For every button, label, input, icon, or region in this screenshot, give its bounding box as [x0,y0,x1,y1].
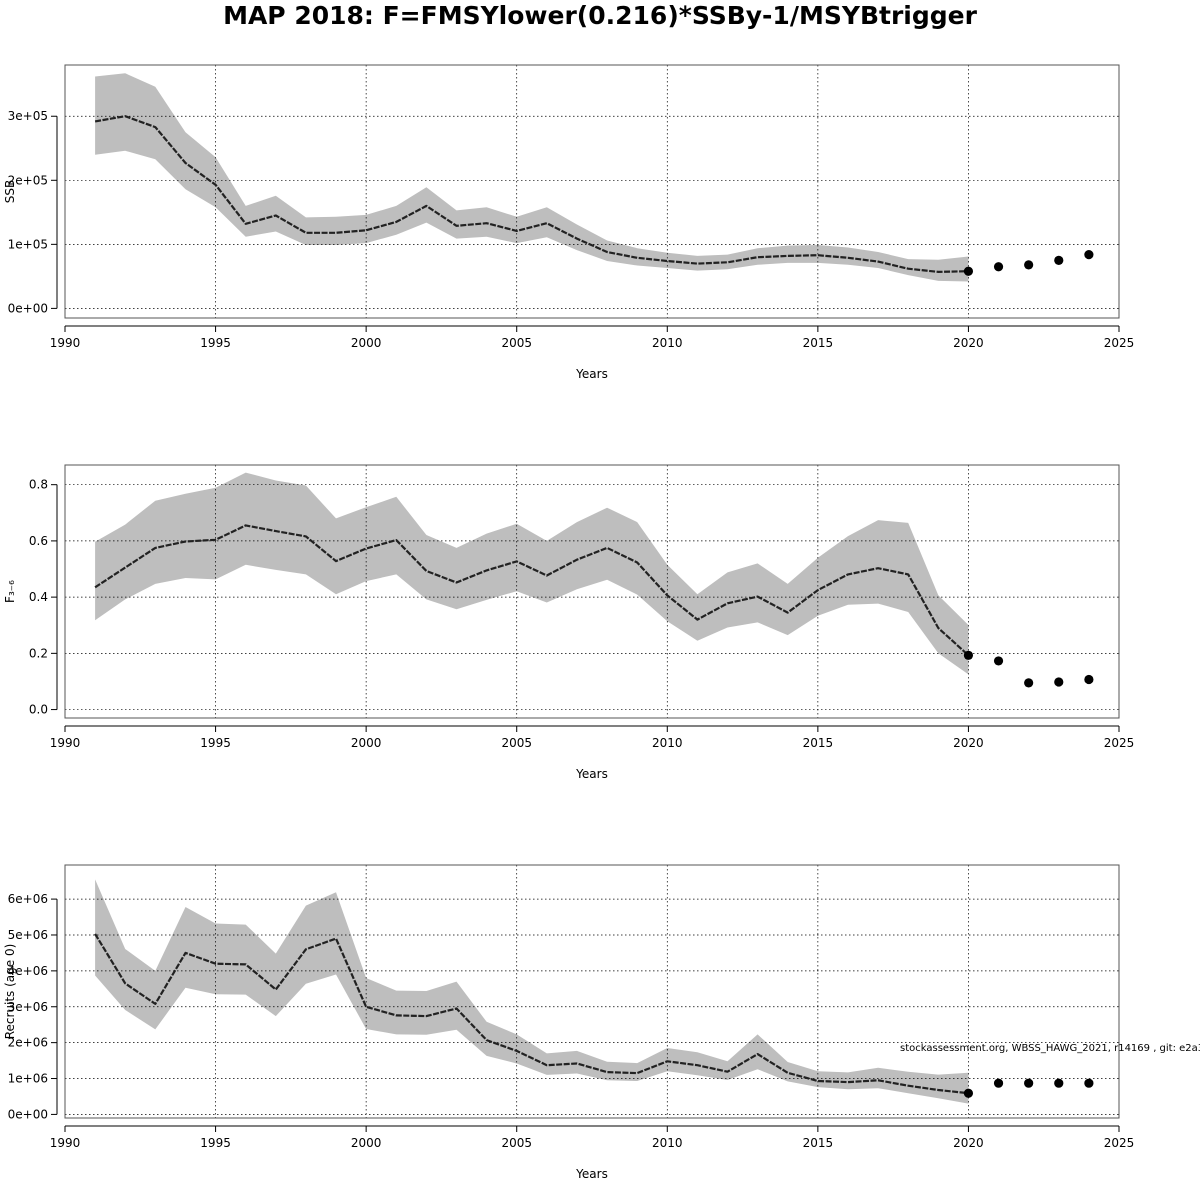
plot-frame [64,864,1120,1119]
forecast-point [1084,249,1094,260]
x-tick-label: 2025 [1104,736,1135,750]
x-tick-label: 2000 [351,1136,382,1150]
credit-note: stockassessment.org, WBSS_HAWG_2021, r14… [900,1043,1200,1054]
x-axis-label: Years [575,767,608,781]
y-tick-label: 0.4 [29,590,48,604]
x-axis-label: Years [575,367,608,381]
forecast-point [1084,1078,1094,1088]
plot-frame [64,464,1120,719]
x-tick-label: 1990 [50,1136,81,1150]
x-tick-label: 1990 [50,336,81,350]
y-tick-label: 1e+05 [8,237,48,251]
estimate-line [94,524,970,657]
x-tick-label: 2010 [652,336,683,350]
panel-3: 1990 1995 2000 2005 2010 2015 2020 2025 Years 0e+… [3,864,1135,1181]
plot-frame [64,64,1120,319]
x-tick-label: 1990 [50,736,81,750]
forecast-point [1054,677,1064,687]
y-axis-label: F₃₋₆ [3,580,17,603]
y-tick-label: 0.2 [29,646,48,660]
x-tick-label: 2025 [1104,336,1135,350]
confidence-band [95,472,969,675]
y-axis-label: SSB [3,180,17,203]
x-tick-label: 1995 [200,736,231,750]
y-tick-label: 5e+06 [8,928,48,942]
x-tick-label: 2020 [953,336,984,350]
y-tick-label: 2e+05 [8,173,48,187]
forecast-point [1054,1078,1064,1088]
y-tick-label: 2e+06 [8,1036,48,1050]
x-tick-label: 2010 [652,736,683,750]
x-tick-label: 2015 [803,736,834,750]
x-tick-label: 2000 [351,736,382,750]
y-tick-label: 4e+06 [8,964,48,978]
x-tick-label: 2025 [1104,1136,1135,1150]
y-tick-label: 1e+06 [8,1072,48,1086]
estimate-line [94,933,969,1095]
x-tick-label: 2020 [953,1136,984,1150]
chart-panels: 1990 1995 2000 2005 2010 2015 2020 2025 Years 0e+… [3,64,1135,1181]
y-tick-label: 3e+05 [8,109,48,123]
x-tick-label: 2005 [501,1136,532,1150]
confidence-band [95,879,969,1104]
y-tick-label: 6e+06 [8,892,48,906]
x-axis-label: Years [575,1167,608,1181]
x-tick-label: 1995 [200,336,231,350]
forecast-point [963,1088,974,1098]
forecast-point [1084,674,1094,685]
x-tick-label: 2005 [501,736,532,750]
y-tick-label: 0e+00 [8,301,48,315]
confidence-band [95,73,969,282]
y-tick-label: 0.6 [29,534,48,548]
forecast-point [1024,678,1034,688]
figure-title: MAP 2018: F=FMSYlower(0.216)*SSBy-1/MSYB… [223,1,978,30]
x-tick-label: 2015 [803,336,834,350]
forecast-point [1054,255,1064,265]
x-tick-label: 1995 [200,1136,231,1150]
panel-1: 1990 1995 2000 2005 2010 2015 2020 2025 Years 0e+… [3,64,1135,381]
forecast-point [993,262,1004,272]
forecast-point [993,656,1004,666]
y-tick-label: 0e+00 [8,1107,48,1121]
y-tick-label: 0.0 [29,703,48,717]
forecast-point [1024,260,1034,270]
forecast-point [993,1078,1004,1088]
forecast-point [1024,1078,1034,1088]
y-tick-label: 3e+06 [8,1000,48,1014]
y-axis-label: Recruits (age 0) [3,944,17,1040]
panel-2: 1990 1995 2000 2005 2010 2015 2020 2025 Years 0.0… [3,464,1135,781]
x-tick-label: 2020 [953,736,984,750]
estimate-line [94,115,969,273]
x-tick-label: 2000 [351,336,382,350]
x-tick-label: 2010 [652,1136,683,1150]
forecast-point [963,650,974,660]
forecast-point [963,266,974,276]
x-tick-label: 2015 [803,1136,834,1150]
y-tick-label: 0.8 [29,478,48,492]
x-tick-label: 2005 [501,336,532,350]
